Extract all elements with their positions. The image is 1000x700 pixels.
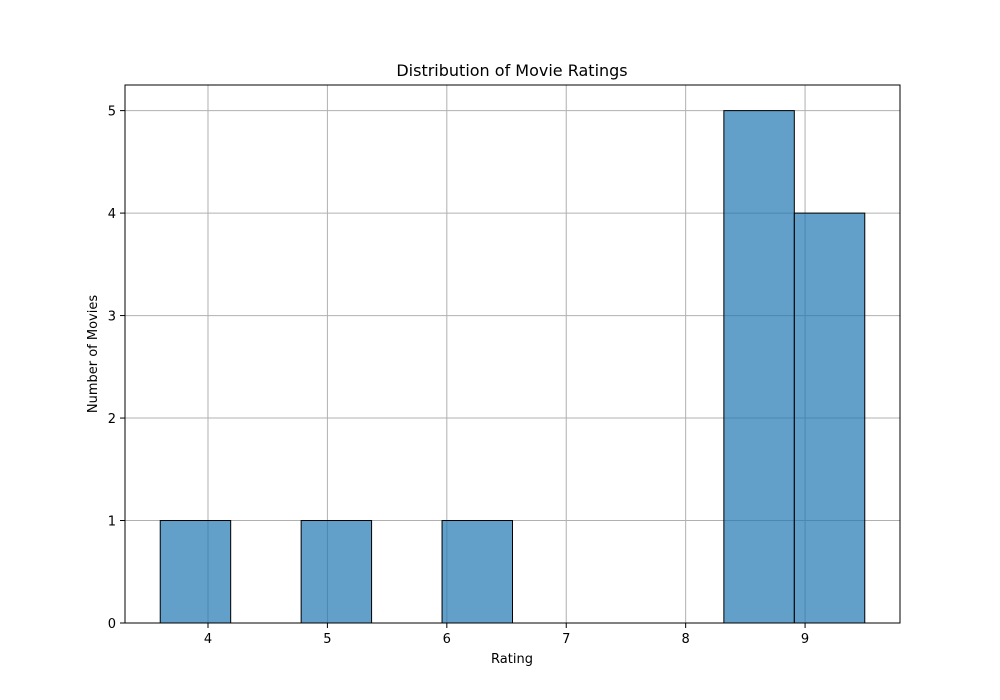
x-axis-ticks: 4 5 6 7 8 9 (204, 623, 809, 647)
x-tick-label: 8 (682, 632, 690, 647)
histogram-bar (723, 110, 795, 624)
histogram-bar (441, 520, 513, 624)
x-tick-label: 5 (323, 632, 331, 647)
y-tick-label: 0 (108, 617, 116, 632)
histogram-bar (300, 520, 373, 624)
plot-frame (124, 84, 901, 624)
histogram-bar (793, 212, 866, 624)
x-tick-label: 9 (801, 632, 809, 647)
y-tick-label: 2 (108, 412, 116, 427)
y-tick-label: 4 (108, 207, 116, 222)
y-axis-ticks: 0 1 2 3 4 5 (108, 105, 125, 632)
chart-title: Distribution of Movie Ratings (396, 61, 627, 80)
y-tick-label: 5 (108, 105, 116, 120)
x-tick-label: 4 (204, 632, 212, 647)
y-tick-label: 1 (108, 515, 116, 530)
y-axis-title: Number of Movies (86, 295, 101, 413)
x-tick-label: 7 (562, 632, 570, 647)
x-axis-title: Rating (491, 652, 533, 667)
y-tick-label: 3 (108, 310, 116, 325)
histogram-bar (159, 520, 232, 624)
histogram-bars (159, 110, 866, 624)
x-tick-label: 6 (443, 632, 451, 647)
